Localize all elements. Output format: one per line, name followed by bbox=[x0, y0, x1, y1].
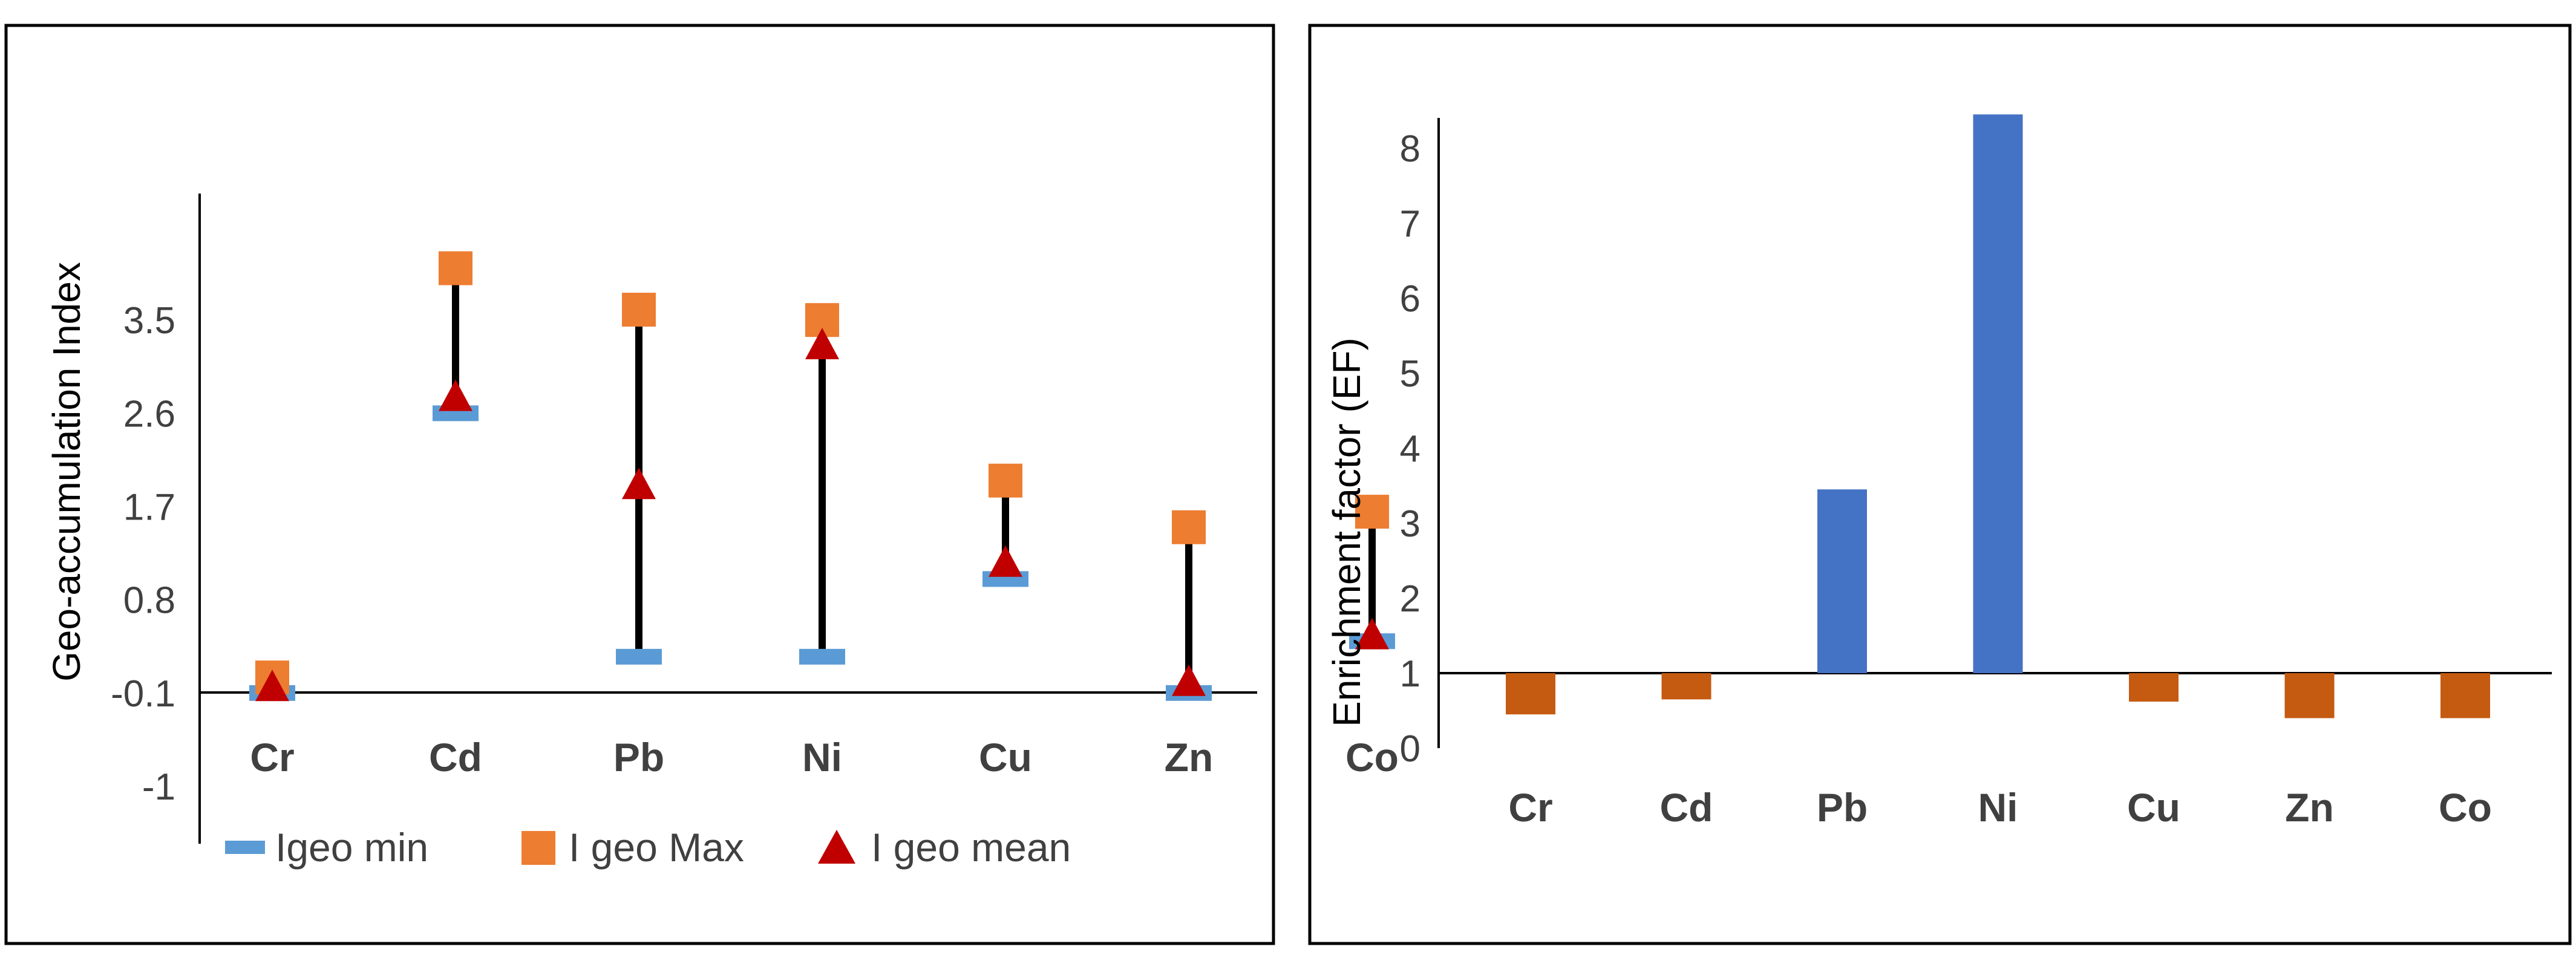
igeo-legend: Igeo min I geo Max I geo mean bbox=[225, 825, 1071, 870]
ef-bar-co bbox=[2440, 673, 2490, 718]
ef-y-tick-label: 6 bbox=[1400, 278, 1420, 320]
igeo-y-tick-label: -0.1 bbox=[111, 673, 175, 715]
legend-item-igeo-min[interactable]: Igeo min bbox=[225, 825, 428, 870]
ef-category-label-ni: Ni bbox=[1978, 785, 2018, 830]
legend-igeo-mean-marker bbox=[818, 830, 855, 864]
ef-bar-cu bbox=[2129, 673, 2179, 702]
legend-igeo-max-marker bbox=[521, 831, 555, 865]
ef-bar-ni bbox=[1973, 114, 2023, 673]
ef-y-tick-label: 2 bbox=[1400, 578, 1420, 620]
igeo-max-point-zn bbox=[1172, 510, 1206, 544]
ef-y-tick-label: 1 bbox=[1400, 653, 1420, 695]
igeo-max-point-co bbox=[1355, 495, 1389, 529]
igeo-y-tick-label: 2.6 bbox=[123, 393, 175, 435]
legend-item-igeo-max[interactable]: I geo Max bbox=[521, 825, 744, 870]
igeo-y-axis-label: Geo-accumulation Index bbox=[45, 262, 88, 682]
igeo-y-tick-label: -1 bbox=[142, 766, 175, 808]
igeo-y-tick-label: 1.7 bbox=[123, 486, 175, 528]
igeo-category-label-cu: Cu bbox=[979, 735, 1032, 780]
igeo-mean-point-co bbox=[1355, 617, 1389, 650]
igeo-mean-point-pb bbox=[622, 468, 656, 500]
ef-y-tick-label: 3 bbox=[1400, 503, 1420, 545]
legend-igeo-min-marker bbox=[225, 841, 265, 854]
igeo-y-tick-label: 3.5 bbox=[123, 300, 175, 342]
left-panel-frame bbox=[4, 24, 1275, 945]
ef-category-label-co: Co bbox=[2439, 785, 2492, 830]
ef-y-tick-label: 7 bbox=[1400, 203, 1420, 245]
legend-igeo-max-label: I geo Max bbox=[569, 825, 744, 870]
ef-y-tick-label: 4 bbox=[1400, 428, 1420, 470]
ef-y-tick-label: 0 bbox=[1400, 728, 1420, 770]
ef-category-label-cd: Cd bbox=[1660, 785, 1713, 830]
igeo-max-point-cd bbox=[439, 251, 472, 285]
legend-igeo-min-label: Igeo min bbox=[275, 825, 428, 870]
igeo-category-label-ni: Ni bbox=[802, 735, 842, 780]
igeo-category-label-zn: Zn bbox=[1165, 735, 1214, 780]
ef-category-label-zn: Zn bbox=[2285, 785, 2334, 830]
igeo-max-point-cu bbox=[989, 463, 1022, 498]
ef-y-tick-label: 8 bbox=[1400, 128, 1420, 170]
ef-bar-cd bbox=[1661, 673, 1711, 700]
igeo-category-label-co: Co bbox=[1345, 735, 1399, 780]
ef-category-label-pb: Pb bbox=[1817, 785, 1868, 830]
igeo-mean-point-ni bbox=[805, 327, 839, 359]
legend-igeo-mean-label: I geo mean bbox=[871, 825, 1071, 870]
igeo-category-label-cd: Cd bbox=[429, 735, 482, 780]
ef-y-tick-label: 5 bbox=[1400, 353, 1420, 395]
igeo-category-label-cr: Cr bbox=[250, 735, 294, 780]
igeo-min-point-ni bbox=[799, 648, 845, 665]
igeo-mean-point-zn bbox=[1172, 664, 1206, 696]
igeo-chart: Geo-accumulation Index -1 -0.1 0.8 1.7 2.6 3.… bbox=[45, 194, 1399, 870]
ef-chart: Enrichment factor (EF) 0 1 2 3 4 5 6 7 8 Cr Cd Pb N… bbox=[1325, 114, 2552, 830]
igeo-mean-point-cd bbox=[439, 379, 472, 411]
igeo-mean-point-cr bbox=[255, 670, 289, 702]
igeo-min-point-pb bbox=[616, 648, 662, 665]
ef-category-label-cu: Cu bbox=[2127, 785, 2180, 830]
igeo-mean-point-cu bbox=[989, 545, 1022, 577]
igeo-y-tick-label: 0.8 bbox=[123, 580, 175, 622]
ef-bar-pb bbox=[1817, 489, 1867, 673]
igeo-max-point-pb bbox=[622, 293, 656, 327]
ef-category-label-cr: Cr bbox=[1508, 785, 1552, 830]
ef-bar-cr bbox=[1506, 673, 1555, 715]
ef-y-axis-label: Enrichment factor (EF) bbox=[1325, 337, 1368, 727]
right-panel-frame bbox=[1308, 24, 2572, 945]
legend-item-igeo-mean[interactable]: I geo mean bbox=[818, 825, 1071, 870]
igeo-category-label-pb: Pb bbox=[613, 735, 664, 780]
ef-bar-zn bbox=[2284, 673, 2335, 718]
